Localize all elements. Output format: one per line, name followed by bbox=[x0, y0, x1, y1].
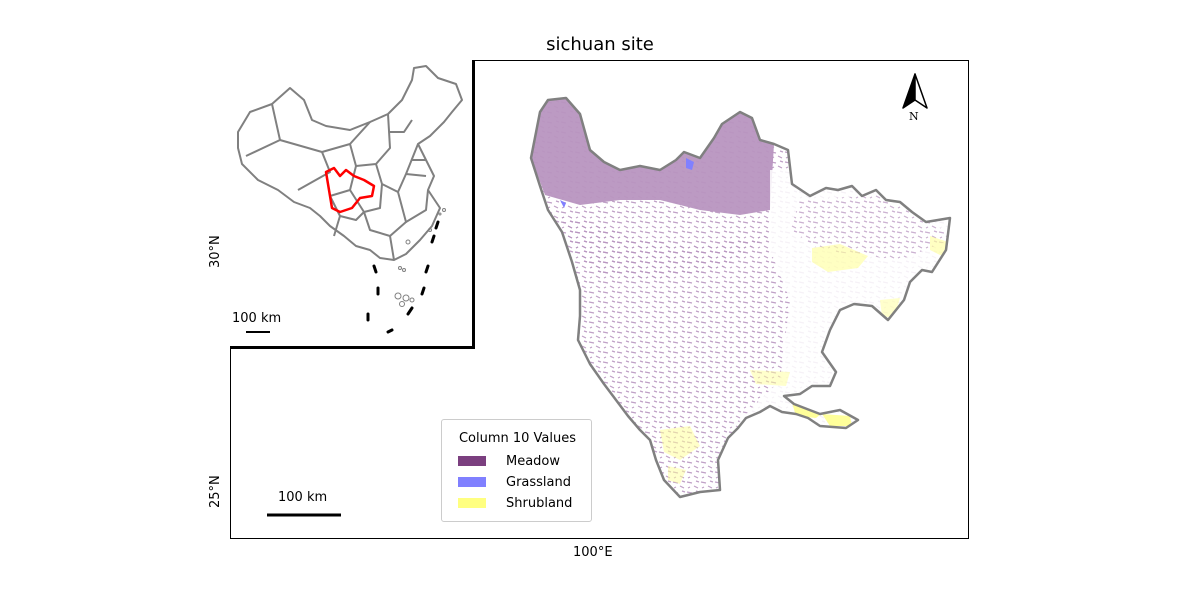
legend-swatch bbox=[458, 477, 486, 487]
sichuan-highlight bbox=[324, 166, 376, 214]
x-tick-label: 100°E bbox=[573, 545, 613, 560]
main-scale-label: 100 km bbox=[278, 490, 328, 505]
china-outline bbox=[237, 65, 463, 261]
legend-title: Column 10 Values bbox=[458, 431, 577, 446]
legend: Column 10 Values Meadow Grassland Shrubl… bbox=[441, 419, 592, 522]
legend-swatch bbox=[458, 456, 486, 466]
china-inset-svg bbox=[237, 65, 463, 334]
grassland-patch bbox=[686, 158, 694, 170]
legend-label: Grassland bbox=[506, 474, 571, 490]
main-scale-bar bbox=[267, 513, 341, 517]
north-arrow-icon bbox=[902, 73, 928, 109]
y-tick-label-25n: 25°N bbox=[208, 475, 223, 508]
legend-label: Shrubland bbox=[506, 495, 573, 511]
legend-swatch bbox=[458, 498, 486, 508]
legend-label: Meadow bbox=[506, 453, 561, 469]
y-tick-label-30n: 30°N bbox=[208, 235, 223, 268]
legend-item-shrubland: Shrubland bbox=[458, 493, 572, 513]
north-label: N bbox=[909, 110, 919, 123]
nine-dash-line bbox=[366, 220, 440, 334]
inset-map: 100 km bbox=[230, 60, 475, 349]
meadow-area bbox=[531, 98, 774, 215]
map-title: sichuan site bbox=[546, 34, 654, 55]
legend-item-grassland: Grassland bbox=[458, 472, 571, 492]
sichuan-boundary bbox=[529, 96, 952, 499]
legend-item-meadow: Meadow bbox=[458, 451, 560, 471]
inset-scale-label: 100 km bbox=[232, 311, 282, 326]
